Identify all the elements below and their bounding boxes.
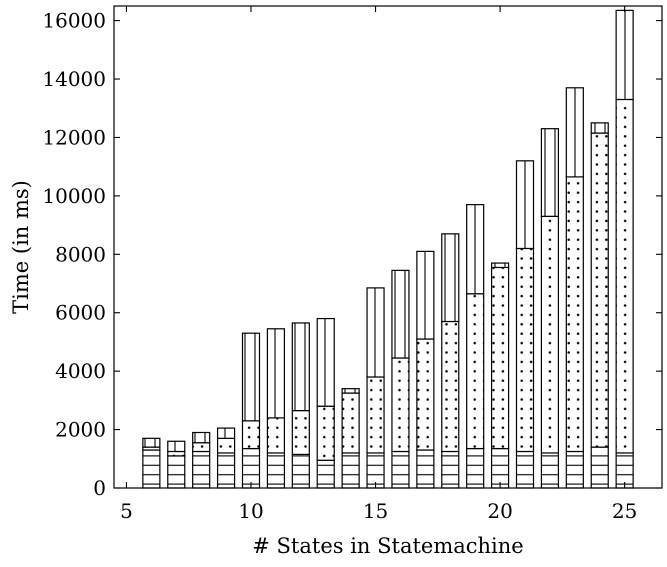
bar-segment-horizontal-lines-x16 bbox=[391, 450, 410, 489]
bar-segment-dots-x21 bbox=[515, 247, 535, 453]
bar-segment-dots-x10 bbox=[241, 420, 261, 450]
x-tick-label: 10 bbox=[238, 499, 263, 523]
x-tick-label: 15 bbox=[363, 499, 388, 523]
bar-segment-dots-x24 bbox=[590, 132, 609, 448]
bar-segment-dots-x9 bbox=[216, 437, 236, 454]
bar-segment-horizontal-lines-x13 bbox=[316, 459, 335, 489]
y-tick-label: 10000 bbox=[42, 184, 106, 208]
bar-segment-horizontal-lines-x17 bbox=[416, 449, 435, 489]
bar-segment-dots-x18 bbox=[441, 320, 460, 453]
bar-segment-horizontal-lines-x14 bbox=[341, 452, 360, 489]
bar-segment-horizontal-lines-x24 bbox=[590, 446, 609, 489]
bar-segment-dots-x20 bbox=[490, 266, 510, 450]
bar-segment-horizontal-lines-x21 bbox=[515, 450, 535, 489]
bars-layer bbox=[142, 9, 634, 489]
bar-segment-vertical-lines-x15 bbox=[366, 287, 385, 378]
bar-segment-horizontal-lines-x6 bbox=[142, 449, 161, 489]
bar-segment-horizontal-lines-x23 bbox=[565, 450, 584, 489]
ticks-layer: 5 10 15 20 25 0 2000 4000 6000 8000 10000 12000 1400… bbox=[42, 6, 662, 523]
bar-segment-vertical-lines-x9 bbox=[216, 427, 236, 439]
bar-segment-vertical-lines-x14 bbox=[341, 388, 360, 394]
bar-segment-vertical-lines-x19 bbox=[466, 204, 485, 295]
bar-segment-vertical-lines-x11 bbox=[266, 328, 286, 419]
bar-segment-dots-x16 bbox=[391, 357, 410, 453]
y-tick-label: 12000 bbox=[42, 125, 106, 149]
y-tick-label: 16000 bbox=[42, 9, 106, 33]
bar-segment-horizontal-lines-x11 bbox=[266, 452, 286, 489]
bar-segment-vertical-lines-x17 bbox=[416, 250, 435, 340]
y-tick-label: 8000 bbox=[55, 242, 106, 266]
bar-segment-dots-x11 bbox=[266, 417, 286, 454]
bar-segment-dots-x8 bbox=[192, 442, 211, 453]
plot-frame bbox=[113, 5, 663, 489]
bar-segment-horizontal-lines-x9 bbox=[216, 452, 236, 489]
x-axis-title: # States in Statemachine bbox=[252, 534, 523, 558]
bar-segment-horizontal-lines-x22 bbox=[540, 452, 560, 489]
bar-segment-vertical-lines-x7 bbox=[167, 440, 186, 453]
bar-segment-vertical-lines-x24 bbox=[590, 122, 609, 134]
bar-segment-dots-x17 bbox=[416, 338, 435, 451]
bar-segment-dots-x22 bbox=[540, 215, 560, 454]
bar-segment-dots-x25 bbox=[615, 98, 634, 454]
bar-segment-horizontal-lines-x12 bbox=[291, 453, 310, 489]
bar-segment-horizontal-lines-x19 bbox=[466, 447, 485, 489]
y-tick-label: 2000 bbox=[55, 418, 106, 442]
bar-segment-dots-x23 bbox=[565, 176, 584, 453]
bar-segment-dots-x14 bbox=[341, 392, 360, 454]
bar-segment-horizontal-lines-x18 bbox=[441, 450, 460, 489]
bar-segment-dots-x13 bbox=[316, 405, 335, 461]
x-tick-label: 5 bbox=[120, 499, 133, 523]
bar-segment-dots-x12 bbox=[291, 409, 310, 456]
axes-layer bbox=[113, 5, 663, 489]
x-tick-label: 25 bbox=[612, 499, 637, 523]
bar-segment-vertical-lines-x13 bbox=[316, 317, 335, 407]
bar-segment-dots-x7 bbox=[167, 450, 186, 457]
bar-segment-vertical-lines-x23 bbox=[565, 87, 584, 178]
bar-segment-vertical-lines-x25 bbox=[615, 9, 634, 101]
bar-segment-vertical-lines-x6 bbox=[142, 437, 161, 448]
y-tick-label: 6000 bbox=[55, 301, 106, 325]
y-tick-label: 0 bbox=[93, 476, 106, 500]
y-tick-label: 4000 bbox=[55, 359, 106, 383]
bar-segment-vertical-lines-x12 bbox=[291, 322, 310, 412]
y-tick-label: 14000 bbox=[42, 67, 106, 91]
y-axis-title: Time (in ms) bbox=[9, 180, 33, 314]
bar-segment-horizontal-lines-x7 bbox=[167, 455, 186, 489]
x-tick-label: 20 bbox=[487, 499, 512, 523]
bar-segment-vertical-lines-x16 bbox=[391, 269, 410, 359]
bar-segment-vertical-lines-x8 bbox=[192, 431, 211, 444]
bar-segment-vertical-lines-x22 bbox=[540, 128, 560, 217]
bar-segment-dots-x19 bbox=[466, 293, 485, 450]
bar-segment-vertical-lines-x18 bbox=[441, 233, 460, 323]
bar-segment-vertical-lines-x21 bbox=[515, 160, 535, 250]
bar-segment-dots-x15 bbox=[366, 376, 385, 454]
bar-segment-vertical-lines-x20 bbox=[490, 262, 510, 269]
bar-segment-horizontal-lines-x8 bbox=[192, 450, 211, 489]
bar-segment-vertical-lines-x10 bbox=[241, 332, 261, 422]
